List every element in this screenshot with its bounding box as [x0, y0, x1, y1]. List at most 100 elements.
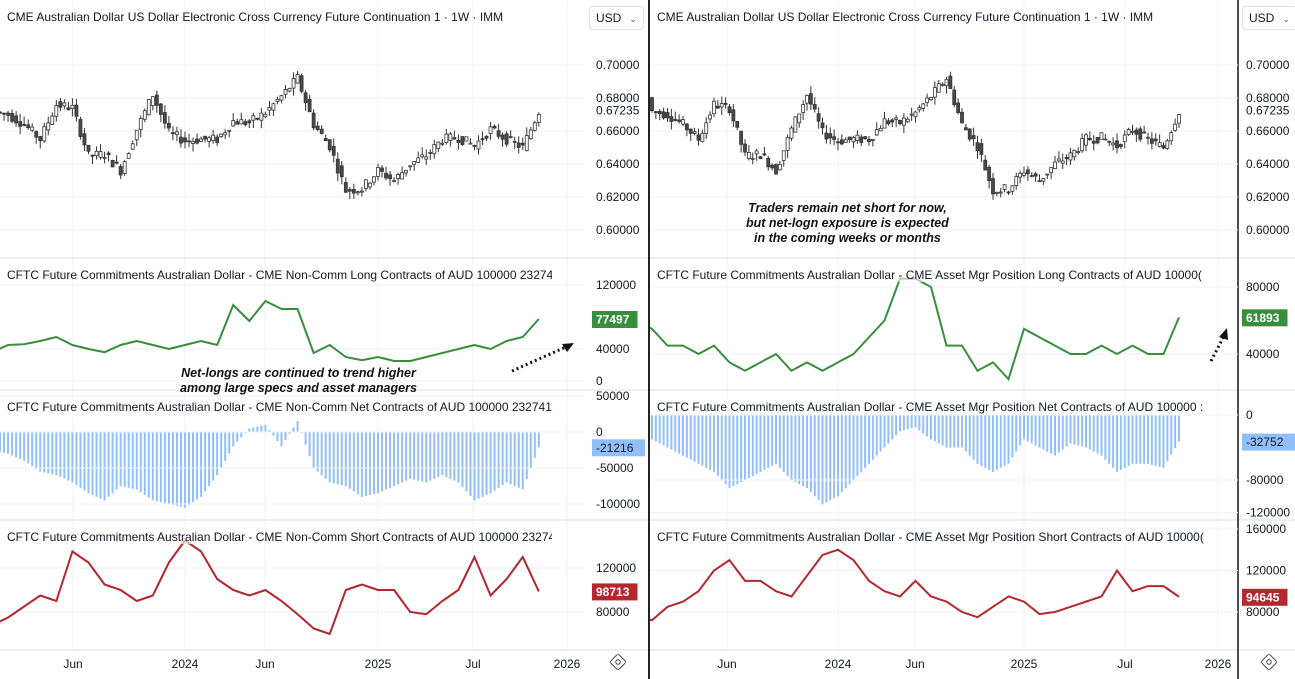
net-bar: [1085, 415, 1087, 448]
net-bar: [292, 427, 295, 432]
net-bar: [786, 415, 789, 476]
net-bar: [91, 432, 94, 495]
net-bar: [63, 432, 66, 479]
candle-body: [1068, 152, 1073, 161]
net-bar: [320, 432, 323, 476]
net-title: CFTC Future Commitments Australian Dolla…: [7, 400, 567, 414]
candle-body: [770, 164, 775, 169]
candle-body: [46, 122, 51, 131]
net-bar: [348, 432, 351, 489]
candle-body: [994, 192, 999, 195]
net-bar: [288, 432, 291, 434]
candle-body: [921, 103, 926, 109]
net-bar: [3, 432, 6, 453]
net-bar: [1011, 415, 1014, 458]
net-bar: [445, 432, 448, 477]
net-bar: [143, 432, 146, 495]
candle-body: [859, 136, 864, 143]
short-title: CFTC Future Commitments Australian Dolla…: [657, 530, 1205, 544]
net-bar: [204, 432, 207, 492]
candle-body: [396, 174, 400, 180]
net-bar: [340, 432, 343, 486]
net-bar: [1061, 415, 1064, 450]
candle-body: [828, 133, 833, 139]
currency-select[interactable]: USD ⌄: [589, 6, 644, 30]
net-bar: [821, 415, 824, 505]
net-bar: [840, 415, 843, 493]
net-bar: [747, 415, 750, 478]
price-last-value: 0.67235: [1246, 104, 1290, 118]
net-bar: [308, 432, 311, 457]
candle-body: [191, 140, 195, 144]
net-bar: [1147, 415, 1149, 464]
net-bar: [716, 415, 719, 476]
candle-body: [719, 103, 724, 108]
time-axis-label: Jul: [1117, 657, 1132, 671]
net-bar: [264, 424, 267, 432]
net-bar: [139, 432, 142, 493]
net-bar: [220, 432, 223, 468]
candle-body: [1076, 151, 1081, 153]
candle-body: [444, 133, 449, 143]
net-bar: [968, 415, 971, 456]
candle-body: [917, 107, 922, 111]
candle-body: [1045, 173, 1050, 176]
candle-body: [696, 134, 701, 141]
net-bar: [248, 428, 251, 432]
right-chart-panel[interactable]: Jun 2024 Jun 2025 Jul 2026 0.70000 0.68000 0.660…: [650, 0, 1295, 679]
price-last-value: 0.67235: [596, 104, 640, 118]
net-bar: [87, 432, 90, 494]
currency-select[interactable]: USD ⌄: [1242, 6, 1295, 30]
net-bar: [651, 415, 653, 440]
net-bar: [79, 432, 82, 488]
price-title: CME Australian Dollar US Dollar Electron…: [7, 10, 567, 24]
right-chart-canvas[interactable]: Jun 2024 Jun 2025 Jul 2026 0.70000 0.68000 0.660…: [650, 0, 1295, 679]
left-chart-panel[interactable]: Jun 2024 Jun 2025 Jul 2026 0.70000 0.68000 0.660…: [0, 0, 648, 679]
candle-body: [508, 136, 513, 138]
net-bar: [1046, 415, 1049, 452]
net-bar: [328, 432, 331, 483]
net-bar: [887, 415, 890, 444]
net-bar: [107, 432, 110, 497]
net-bar: [1139, 415, 1142, 464]
net-bar: [473, 432, 476, 501]
net-bar: [697, 415, 700, 464]
net-bar: [183, 432, 186, 508]
net-bar: [103, 432, 106, 501]
candle-body: [781, 150, 786, 161]
candle-body: [1103, 138, 1108, 141]
net-bar: [852, 415, 855, 480]
net-bar: [51, 432, 54, 475]
net-bar: [1019, 415, 1022, 446]
net-bar: [829, 415, 832, 501]
candle-body: [524, 135, 529, 151]
candle-body: [484, 135, 489, 139]
net-bar: [728, 415, 731, 489]
net-bar: [724, 415, 727, 485]
net-bar: [429, 432, 432, 481]
candle-body: [1177, 114, 1181, 124]
candle-body: [1095, 137, 1100, 144]
candle-body: [150, 96, 155, 106]
settings-icon[interactable]: [609, 653, 627, 671]
net-bar: [782, 415, 785, 472]
candle-body: [669, 116, 674, 122]
settings-icon[interactable]: [1260, 653, 1278, 671]
candle-body: [925, 97, 930, 103]
candle-body: [1010, 185, 1015, 192]
net-bar: [1116, 415, 1118, 472]
candle-body: [70, 104, 75, 109]
candle-body: [420, 154, 425, 158]
candle-body: [162, 112, 167, 124]
candle-body: [909, 113, 914, 116]
candle-body: [1022, 172, 1026, 176]
candle-body: [723, 103, 728, 105]
candle-body: [110, 160, 115, 168]
net-bar: [1135, 415, 1138, 464]
left-chart-canvas[interactable]: Jun 2024 Jun 2025 Jul 2026 0.70000 0.68000 0.660…: [0, 0, 648, 679]
net-bar: [1026, 415, 1029, 442]
net-bar: [949, 415, 952, 448]
net-bar: [99, 432, 102, 499]
short-line: [0, 539, 540, 636]
candle-body: [392, 180, 396, 182]
